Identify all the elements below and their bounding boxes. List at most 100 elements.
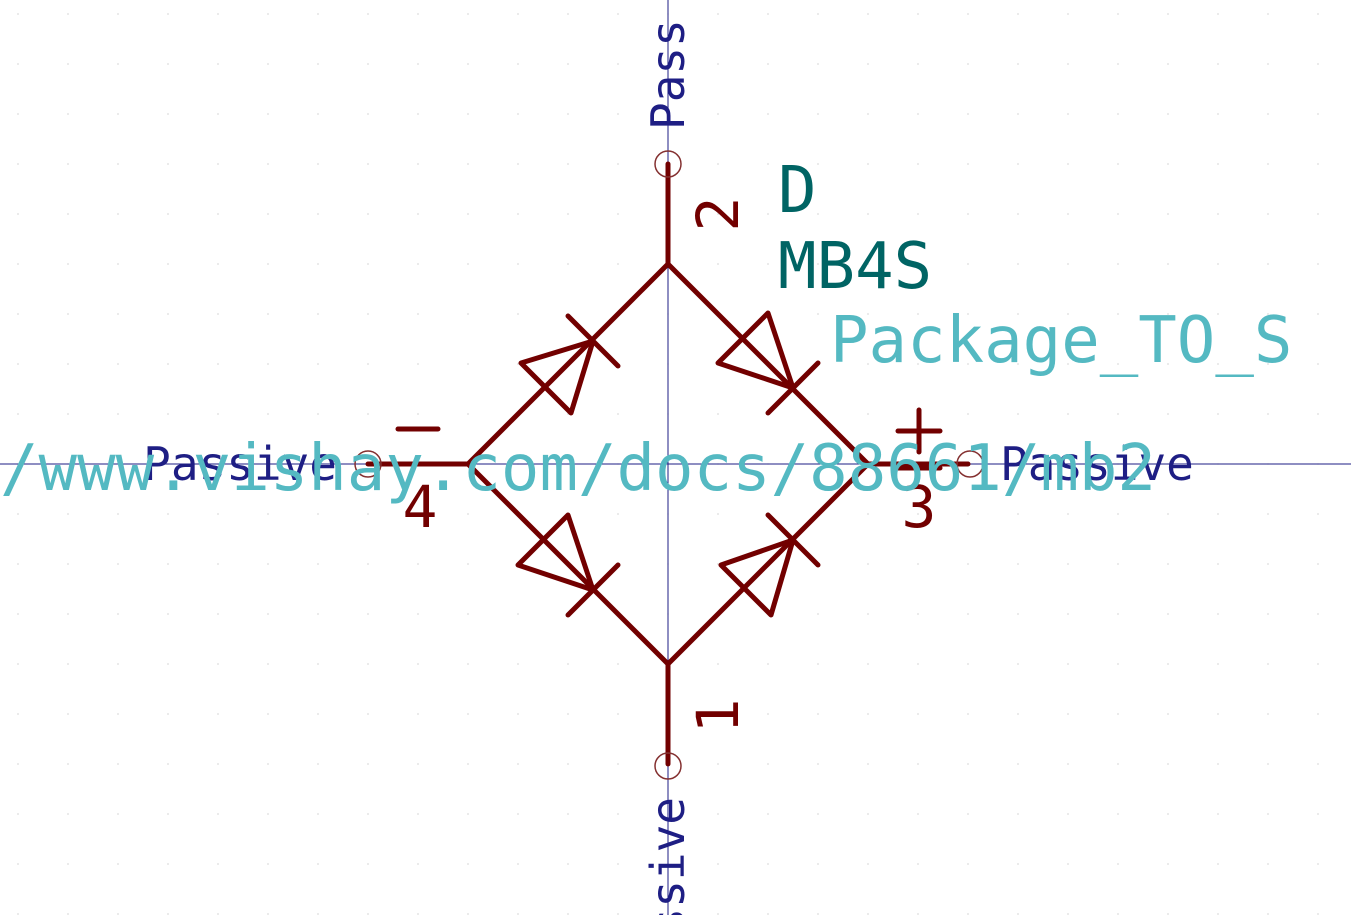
grid-dot — [17, 413, 19, 415]
grid-dot — [17, 263, 19, 265]
grid-dot — [417, 13, 419, 15]
pin-2-end[interactable] — [654, 150, 682, 178]
grid-dot — [1317, 13, 1319, 15]
grid-dot — [367, 563, 369, 565]
grid-dot — [17, 613, 19, 615]
grid-dot — [1167, 513, 1169, 515]
grid-dot — [217, 713, 219, 715]
pin-4-end[interactable] — [354, 450, 382, 478]
grid-dot — [1267, 913, 1269, 915]
grid-dot — [1067, 13, 1069, 15]
grid-dot — [817, 613, 819, 615]
grid-dot — [967, 813, 969, 815]
grid-dot — [217, 63, 219, 65]
grid-dot — [1217, 513, 1219, 515]
grid-dot — [1167, 613, 1169, 615]
grid-dot — [1217, 213, 1219, 215]
grid-dot — [917, 863, 919, 865]
grid-dot — [1117, 213, 1119, 215]
pin-3-end[interactable] — [956, 450, 984, 478]
grid-dot — [567, 813, 569, 815]
grid-dot — [767, 763, 769, 765]
grid-dot — [267, 363, 269, 365]
grid-dot — [67, 563, 69, 565]
bridge-rectifier-body[interactable] — [365, 161, 971, 767]
grid-dot — [317, 563, 319, 565]
grid-dot — [367, 113, 369, 115]
grid-dot — [767, 913, 769, 915]
grid-dot — [1217, 913, 1219, 915]
grid-dot — [67, 363, 69, 365]
grid-dot — [917, 363, 919, 365]
grid-dot — [917, 513, 919, 515]
grid-dot — [517, 613, 519, 615]
grid-dot — [467, 113, 469, 115]
pin-1-end[interactable] — [654, 752, 682, 780]
grid-dot — [617, 763, 619, 765]
grid-dot — [167, 363, 169, 365]
grid-dot — [717, 113, 719, 115]
grid-dot — [367, 263, 369, 265]
grid-dot — [1017, 113, 1019, 115]
diode-top-left — [518, 313, 621, 416]
grid-dot — [167, 763, 169, 765]
grid-dot — [1117, 763, 1119, 765]
grid-dot — [267, 313, 269, 315]
grid-dot — [467, 513, 469, 515]
grid-dot — [117, 913, 119, 915]
grid-dot — [617, 163, 619, 165]
grid-dot — [167, 563, 169, 565]
grid-dot — [1217, 713, 1219, 715]
grid-dot — [367, 913, 369, 915]
grid-dot — [917, 713, 919, 715]
grid-dot — [1267, 813, 1269, 815]
grid-dot — [167, 13, 169, 15]
grid-dot — [1117, 413, 1119, 415]
grid-dot — [267, 813, 269, 815]
grid-dot — [117, 763, 119, 765]
grid-dot — [367, 313, 369, 315]
grid-dot — [867, 213, 869, 215]
grid-dot — [567, 763, 569, 765]
grid-dot — [517, 363, 519, 365]
grid-dot — [867, 63, 869, 65]
grid-dot — [1317, 863, 1319, 865]
grid-dot — [467, 63, 469, 65]
grid-dot — [567, 113, 569, 115]
grid-dot — [867, 513, 869, 515]
grid-dot — [167, 213, 169, 215]
grid-dot — [267, 663, 269, 665]
grid-dot — [817, 13, 819, 15]
grid-dot — [967, 663, 969, 665]
grid-dot — [917, 663, 919, 665]
datasheet-field[interactable]: /www.vishay.com/docs/88661/mb2 — [0, 432, 1156, 506]
grid-dot — [117, 263, 119, 265]
grid-dot — [317, 113, 319, 115]
grid-dot — [1217, 313, 1219, 315]
grid-dot — [1217, 763, 1219, 765]
reference-field[interactable]: D — [778, 154, 817, 228]
grid-dot — [67, 913, 69, 915]
grid-dot — [1217, 363, 1219, 365]
diode-bottom-left — [515, 512, 621, 618]
grid-dot — [1117, 63, 1119, 65]
grid-dot — [217, 613, 219, 615]
grid-dot — [217, 363, 219, 365]
grid-dot — [717, 63, 719, 65]
grid-dot — [1317, 913, 1319, 915]
grid-dot — [767, 113, 769, 115]
grid-dot — [1167, 863, 1169, 865]
grid-dot — [117, 713, 119, 715]
grid-dot — [517, 663, 519, 665]
footprint-field[interactable]: Package_TO_S — [830, 304, 1292, 378]
grid-dot — [917, 563, 919, 565]
grid-dot — [967, 763, 969, 765]
grid-dot — [1167, 913, 1169, 915]
grid-dot — [867, 613, 869, 615]
value-field[interactable]: MB4S — [778, 230, 932, 304]
grid-dot — [1267, 363, 1269, 365]
grid-dot — [617, 413, 619, 415]
grid-dot — [717, 763, 719, 765]
grid-dot — [967, 713, 969, 715]
grid-dot — [1217, 863, 1219, 865]
